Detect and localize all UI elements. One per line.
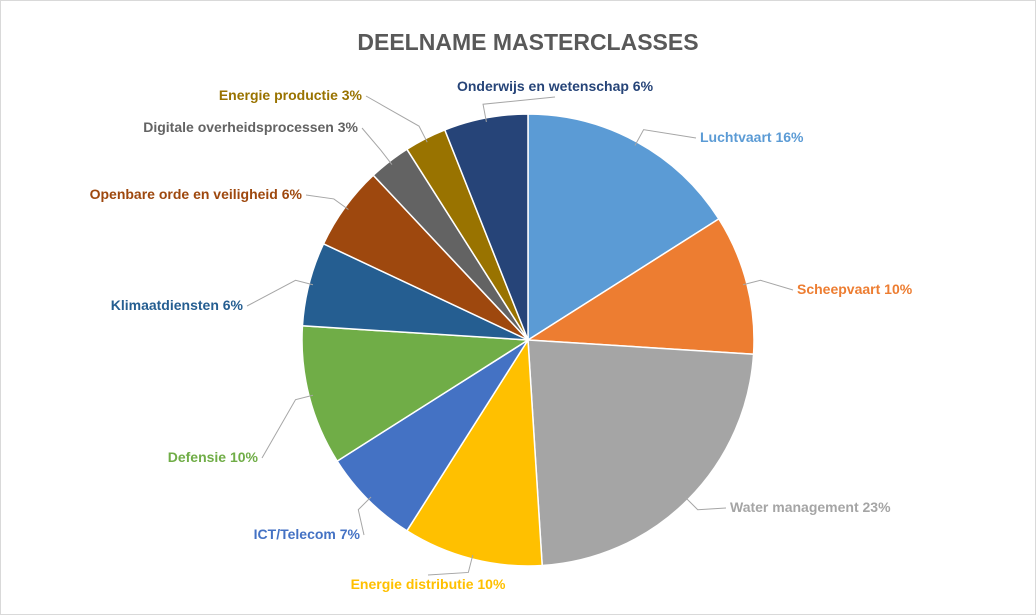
chart-title: DEELNAME MASTERCLASSES (357, 29, 698, 55)
label-category: Defensie (168, 449, 227, 465)
leader-line (482, 96, 556, 123)
label-category: Water management (730, 499, 859, 515)
data-label: Openbare orde en veiligheid 6% (90, 186, 303, 202)
data-label: Onderwijs en wetenschap 6% (457, 78, 654, 94)
leader-line (427, 554, 474, 576)
leader-line (246, 279, 314, 307)
label-category: Scheepvaart (797, 281, 881, 297)
label-value: 6% (223, 297, 244, 313)
label-value: 6% (282, 186, 303, 202)
data-label: ICT/Telecom 7% (254, 526, 361, 542)
leader-line (634, 129, 697, 146)
leader-line (742, 279, 794, 291)
label-category: Energie distributie (351, 576, 474, 592)
data-label: Energie distributie 10% (351, 576, 506, 592)
data-label: Scheepvaart 10% (797, 281, 913, 297)
data-label: Digitale overheidsprocessen 3% (143, 119, 358, 135)
label-value: 10% (230, 449, 259, 465)
label-value: 23% (863, 499, 892, 515)
label-category: Klimaatdiensten (111, 297, 219, 313)
data-label: Klimaatdiensten 6% (111, 297, 244, 313)
leader-line (261, 394, 314, 459)
label-category: Energie productie (219, 87, 338, 103)
label-value: 10% (477, 576, 506, 592)
label-value: 3% (342, 87, 363, 103)
label-value: 6% (633, 78, 654, 94)
label-value: 3% (338, 119, 359, 135)
label-category: Onderwijs en wetenschap (457, 78, 629, 94)
label-category: Digitale overheidsprocessen (143, 119, 334, 135)
label-value: 16% (775, 129, 804, 145)
label-category: Openbare orde en veiligheid (90, 186, 278, 202)
label-category: Luchtvaart (700, 129, 772, 145)
label-category: ICT/Telecom (254, 526, 336, 542)
label-value: 10% (884, 281, 913, 297)
leader-line (357, 496, 372, 536)
label-value: 7% (340, 526, 361, 542)
leader-line (305, 194, 349, 210)
data-label: Luchtvaart 16% (700, 129, 804, 145)
data-label: Energie productie 3% (219, 87, 363, 103)
leader-line (365, 95, 428, 143)
leader-line (361, 127, 393, 165)
leader-line (684, 496, 727, 511)
data-label: Water management 23% (730, 499, 891, 515)
data-label: Defensie 10% (168, 449, 259, 465)
